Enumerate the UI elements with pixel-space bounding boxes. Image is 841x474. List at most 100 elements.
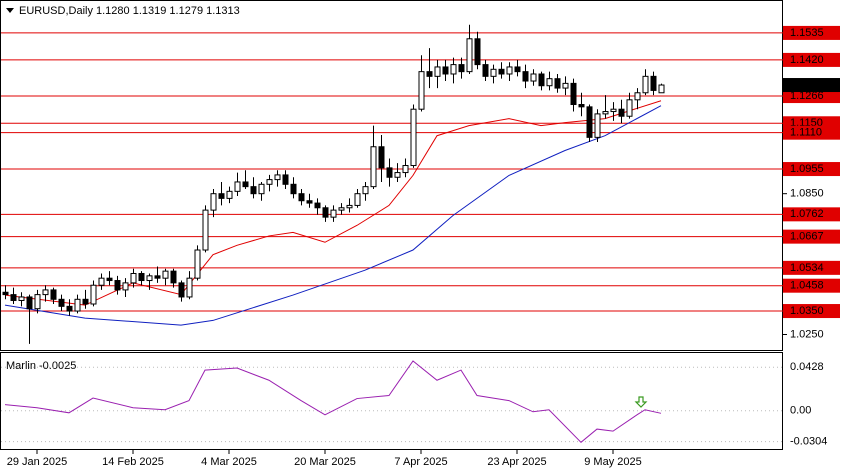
candle-body	[66, 305, 73, 312]
candle-body	[50, 289, 57, 300]
x-tick-label: 7 Apr 2025	[394, 456, 447, 468]
indicator-tick-label: 0.00	[790, 405, 811, 417]
indicator-tick-label: -0.0304	[790, 436, 827, 448]
candle-body	[554, 78, 561, 89]
candle-body	[114, 280, 121, 291]
candle-body	[122, 282, 129, 291]
candle-body	[610, 108, 617, 113]
candle-body	[394, 172, 401, 178]
candle-body	[2, 291, 9, 296]
candle-body	[634, 92, 641, 101]
candle-body	[202, 209, 209, 251]
candle-body	[354, 193, 361, 206]
candle-body	[130, 272, 137, 284]
level-label: 1.0458	[790, 280, 824, 292]
candle-body	[162, 270, 169, 279]
level-label: 1.0667	[790, 231, 824, 243]
candle-body	[242, 181, 249, 188]
candle-body	[26, 296, 33, 310]
x-tick-label: 4 Mar 2025	[201, 456, 257, 468]
last-price-box	[783, 78, 840, 93]
x-tick-label: 29 Jan 2025	[7, 456, 68, 468]
candle-body	[578, 104, 585, 108]
x-tick-label: 9 May 2025	[584, 456, 641, 468]
candle-body	[474, 38, 481, 66]
candle-body	[410, 108, 417, 167]
candle-body	[218, 193, 225, 199]
candle-body	[330, 209, 337, 218]
candle-body	[194, 249, 201, 279]
candle-body	[602, 111, 609, 115]
candle-body	[546, 78, 553, 87]
level-label-box	[783, 207, 840, 222]
candle-body	[10, 294, 17, 301]
candle-body	[226, 190, 233, 199]
chart-title: EURUSD,Daily 1.1280 1.1319 1.1279 1.1313	[19, 5, 240, 17]
candle-body	[626, 99, 633, 117]
x-tick-label: 23 Apr 2025	[487, 456, 546, 468]
candle-body	[514, 66, 521, 73]
candle-body	[90, 284, 97, 305]
candle-body	[450, 64, 457, 75]
candle-body	[506, 66, 513, 75]
level-label: 1.0350	[790, 305, 824, 317]
moving-average	[4, 105, 662, 326]
candle-body	[250, 186, 257, 195]
indicator-panel	[0, 352, 783, 450]
candle-body	[258, 183, 265, 195]
signal-arrow	[634, 396, 648, 408]
level-label-box	[783, 162, 840, 177]
menu-arrow	[6, 8, 14, 13]
candle-body	[498, 68, 505, 75]
candle-body	[570, 82, 577, 106]
candle-body	[346, 204, 353, 209]
candle-body	[370, 146, 377, 188]
candle-body	[418, 71, 425, 110]
candle-body	[234, 181, 241, 192]
candle-body	[18, 296, 25, 301]
candle-body	[186, 277, 193, 298]
candle-body	[402, 165, 409, 174]
candle-body	[378, 146, 385, 169]
level-label-box	[783, 278, 840, 293]
candle-body	[442, 66, 449, 75]
candle-body	[34, 294, 41, 310]
candle-body	[458, 64, 465, 73]
candle-body	[106, 277, 113, 282]
candle-body	[482, 64, 489, 77]
indicator-tick-label: 0.0428	[790, 361, 824, 373]
candle-body	[74, 298, 81, 312]
level-label-box	[783, 89, 840, 104]
candle-body	[426, 71, 433, 77]
level-label-box	[783, 25, 840, 40]
indicator-title: Marlin -0.0025	[6, 360, 76, 372]
candle-body	[314, 202, 321, 209]
candle-body	[522, 71, 529, 82]
candle-body	[322, 207, 329, 218]
candle-body	[290, 183, 297, 195]
candle-body	[274, 174, 281, 181]
candle-body	[58, 298, 65, 307]
x-tick-label: 20 Mar 2025	[294, 456, 356, 468]
candle-body	[658, 84, 665, 94]
level-label-box	[783, 304, 840, 319]
candle-body	[298, 193, 305, 202]
candle-body	[210, 193, 217, 211]
candle-body	[434, 66, 441, 77]
candle-body	[42, 289, 49, 296]
candle-body	[490, 68, 497, 77]
level-label: 1.1420	[790, 54, 824, 66]
level-label-box	[783, 125, 840, 140]
candle-body	[266, 179, 273, 185]
candle-body	[642, 75, 649, 94]
candle-body	[170, 270, 177, 284]
candle-body	[562, 82, 569, 89]
candle-body	[594, 113, 601, 138]
level-label: 1.1266	[790, 90, 824, 102]
candle-body	[154, 275, 161, 279]
level-label-box	[783, 52, 840, 67]
candle-body	[650, 75, 657, 91]
candle-body	[530, 73, 537, 82]
candle-body	[82, 298, 89, 305]
